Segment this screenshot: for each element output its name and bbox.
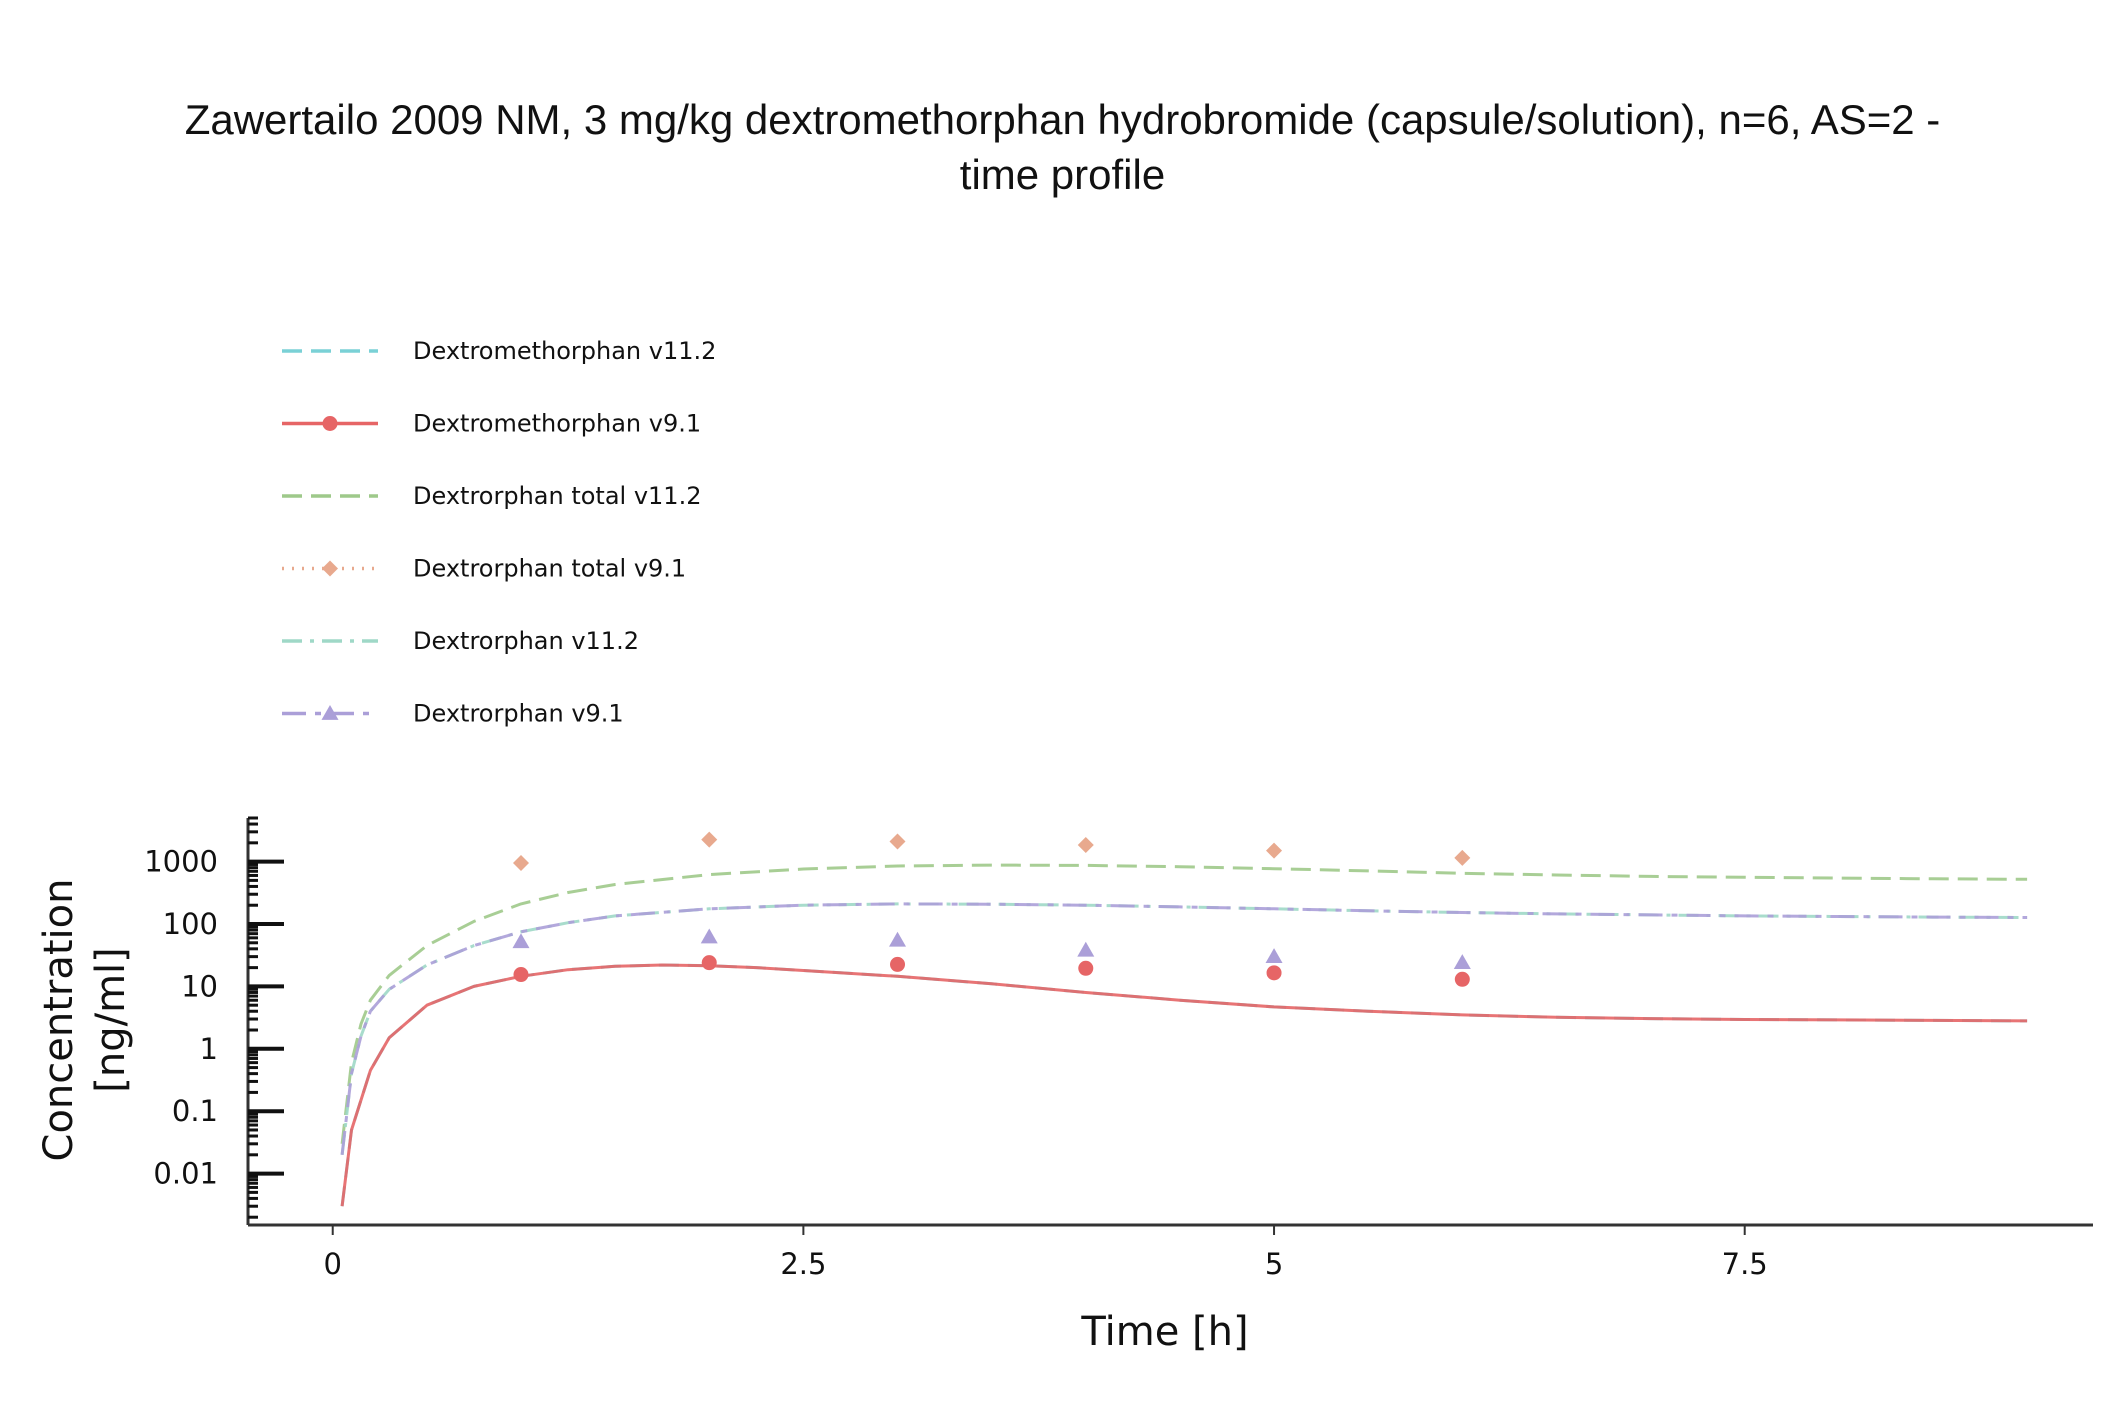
data-point-3-2 <box>889 833 906 850</box>
data-point-3-3 <box>1077 836 1094 853</box>
data-point-1-1 <box>701 955 717 971</box>
legend-label-4: Dextrorphan v11.2 <box>413 627 639 655</box>
legend-item-5: Dextrorphan v9.1 <box>282 700 624 728</box>
y-tick-label-5: 1000 <box>144 845 218 879</box>
legend-swatch-marker-1 <box>322 416 338 431</box>
data-point-5-1 <box>700 928 718 944</box>
series-line-4 <box>340 902 2028 1155</box>
data-point-1-4 <box>1266 965 1282 981</box>
data-point-5-0 <box>512 933 530 949</box>
data-point-3-4 <box>1266 842 1283 859</box>
x-tick-label-1: 2.5 <box>780 1247 826 1281</box>
series-line-2 <box>340 863 2028 1144</box>
y-axis-title: Concentration [ng/ml] <box>36 879 134 1162</box>
x-axis-title: Time [h] <box>1080 1309 1248 1355</box>
y-tick-label-0: 0.01 <box>153 1157 218 1191</box>
x-tick-label-0: 0 <box>323 1247 341 1281</box>
series-line-5 <box>340 902 2028 1155</box>
legend-label-3: Dextrorphan total v9.1 <box>413 555 686 583</box>
series-line-1 <box>340 963 2028 1207</box>
y-tick-label-3: 10 <box>181 969 218 1003</box>
chart-title-line-1: Zawertailo 2009 NM, 3 mg/kg dextromethor… <box>184 96 1941 143</box>
y-tick-label-1: 0.1 <box>172 1094 218 1128</box>
data-point-1-5 <box>1454 971 1470 987</box>
y-axis-title-line-2: [ng/ml] <box>88 947 134 1093</box>
data-point-1-0 <box>513 967 529 983</box>
legend-item-4: Dextrorphan v11.2 <box>282 627 639 655</box>
legend-swatch-marker-3 <box>322 560 338 577</box>
data-point-5-2 <box>889 931 907 947</box>
data-point-5-5 <box>1453 954 1471 970</box>
y-axis-title-line-1: Concentration <box>36 879 82 1162</box>
axes: 0 2.5 5 7.5 0.01 0.1 1 10 100 1000 <box>144 816 2093 1281</box>
legend-label-0: Dextromethorphan v11.2 <box>413 337 716 365</box>
chart-title: Zawertailo 2009 NM, 3 mg/kg dextromethor… <box>0 92 2125 202</box>
legend-item-3: Dextrorphan total v9.1 <box>282 555 686 583</box>
data-point-5-4 <box>1265 948 1283 964</box>
legend-swatch-marker-5 <box>321 705 339 720</box>
legend-label-1: Dextromethorphan v9.1 <box>413 410 701 438</box>
data-point-3-0 <box>512 855 529 872</box>
data-point-1-2 <box>890 956 906 972</box>
legend-label-2: Dextrorphan total v11.2 <box>413 482 701 510</box>
data-point-1-3 <box>1078 960 1094 976</box>
series-lines <box>340 863 2028 1207</box>
data-point-3-5 <box>1454 849 1471 866</box>
data-point-5-3 <box>1077 941 1095 957</box>
chart-title-line-2: time profile <box>959 151 1166 198</box>
legend-item-1: Dextromethorphan v9.1 <box>282 410 701 438</box>
x-tick-label-3: 7.5 <box>1722 1247 1768 1281</box>
legend-item-0: Dextromethorphan v11.2 <box>282 337 716 365</box>
series-points <box>512 831 1471 987</box>
data-point-3-1 <box>701 831 718 848</box>
legend-label-5: Dextrorphan v9.1 <box>413 700 624 728</box>
legend-item-2: Dextrorphan total v11.2 <box>282 482 701 510</box>
legend: Dextromethorphan v11.2 Dextromethorphan v… <box>282 337 716 728</box>
x-tick-label-2: 5 <box>1265 1247 1283 1281</box>
y-tick-label-4: 100 <box>163 907 218 941</box>
y-tick-label-2: 1 <box>200 1032 218 1066</box>
